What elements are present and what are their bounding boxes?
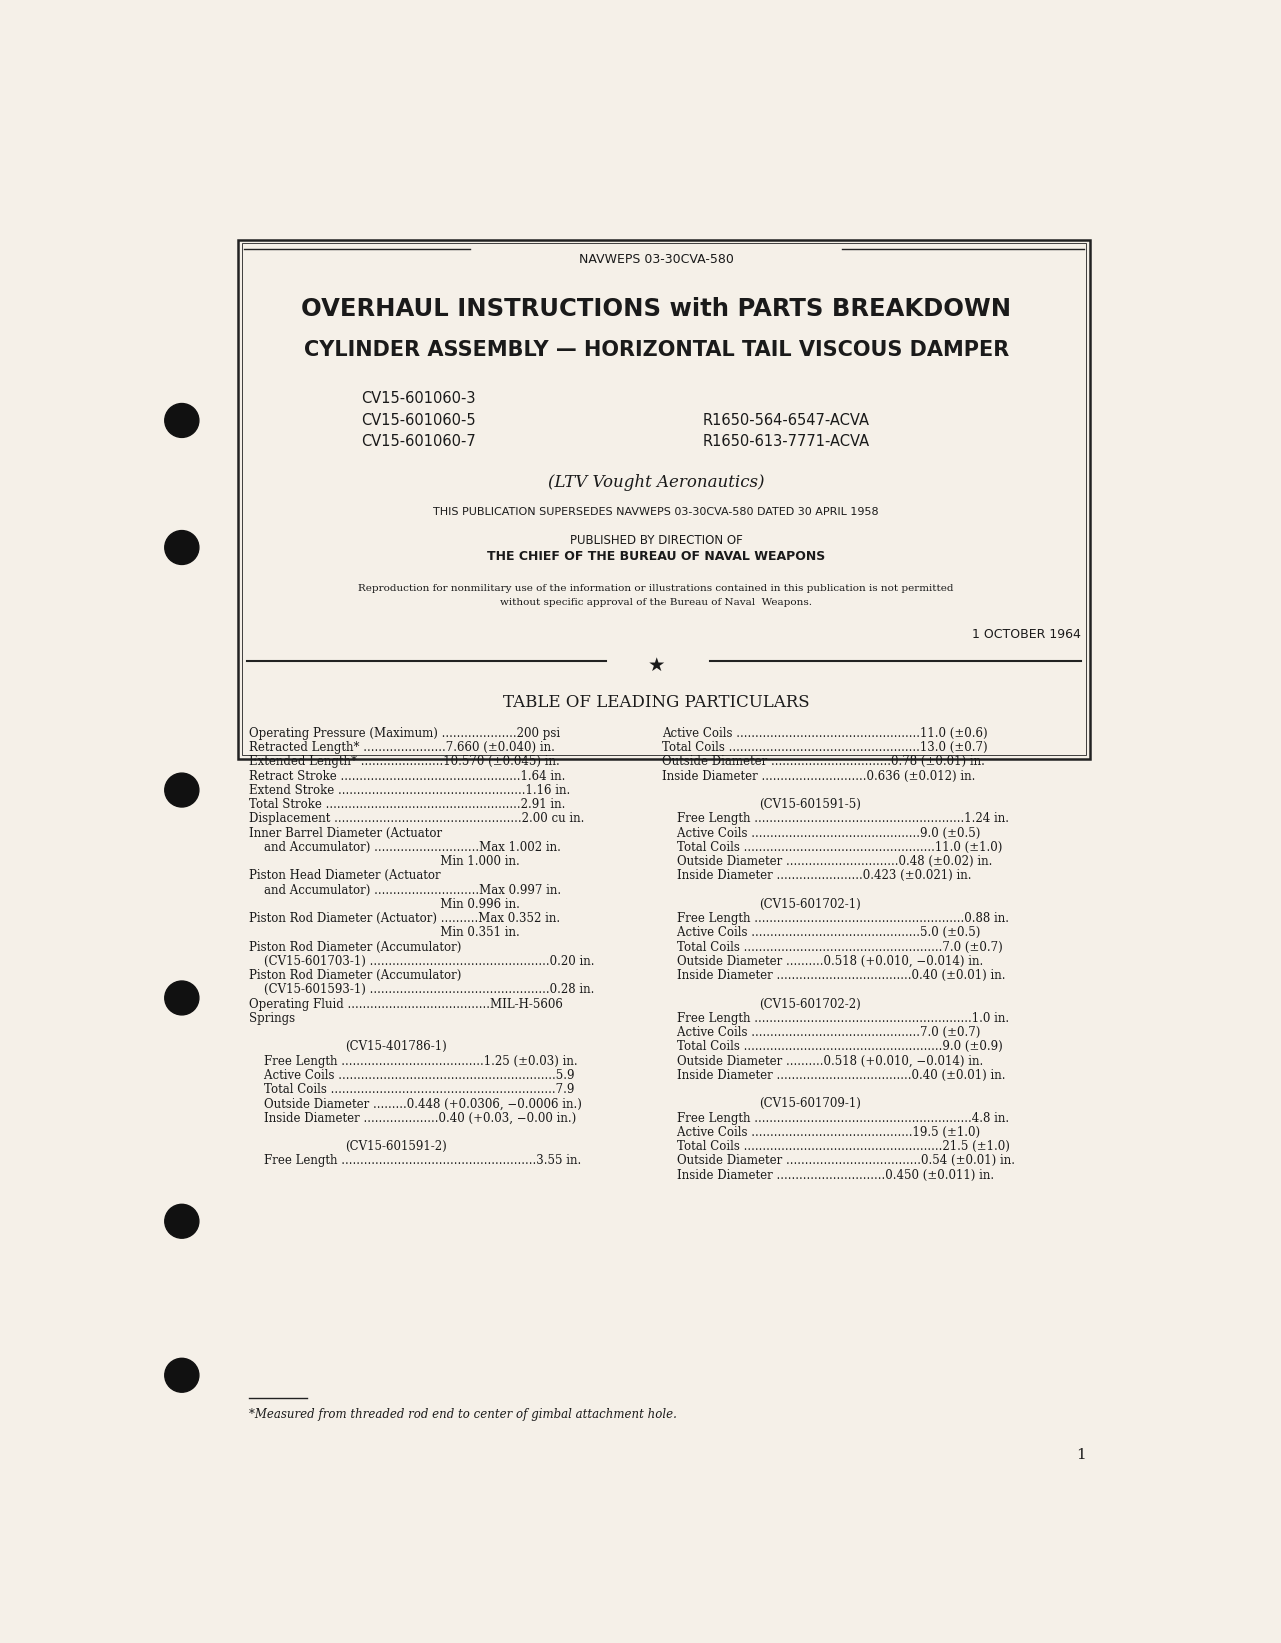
Text: Active Coils .............................................9.0 (±0.5): Active Coils ...........................… — [662, 826, 981, 840]
Text: Total Coils ...................................................13.0 (±0.7): Total Coils ............................… — [662, 741, 988, 754]
Text: Active Coils ..........................................................5.9: Active Coils ...........................… — [250, 1070, 575, 1081]
Text: Retracted Length* ......................7.660 (±0.040) in.: Retracted Length* ......................… — [250, 741, 555, 754]
Circle shape — [165, 1359, 199, 1392]
Text: Extend Stroke ..................................................1.16 in.: Extend Stroke ..........................… — [250, 784, 570, 797]
Text: Displacement ..................................................2.00 cu in.: Displacement ...........................… — [250, 812, 584, 825]
Text: Total Coils .....................................................9.0 (±0.9): Total Coils ............................… — [662, 1040, 1003, 1053]
Text: Operating Fluid ......................................MIL-H-5606: Operating Fluid ........................… — [250, 997, 564, 1010]
Text: Free Length ..........................................................1.0 in.: Free Length ............................… — [662, 1012, 1009, 1025]
Text: Piston Rod Diameter (Accumulator): Piston Rod Diameter (Accumulator) — [250, 969, 461, 983]
Text: and Accumulator) ............................Max 1.002 in.: and Accumulator) .......................… — [250, 841, 561, 854]
Text: Outside Diameter .........0.448 (+0.0306, −0.0006 in.): Outside Diameter .........0.448 (+0.0306… — [250, 1098, 582, 1111]
Text: CV15-601060-3: CV15-601060-3 — [361, 391, 477, 406]
Text: Springs: Springs — [250, 1012, 296, 1025]
Text: CV15-601060-5: CV15-601060-5 — [361, 412, 477, 427]
Bar — [237, 240, 1090, 759]
Text: CYLINDER ASSEMBLY — HORIZONTAL TAIL VISCOUS DAMPER: CYLINDER ASSEMBLY — HORIZONTAL TAIL VISC… — [304, 340, 1008, 360]
Text: Free Length ........................................................0.88 in.: Free Length ............................… — [662, 912, 1009, 925]
Circle shape — [165, 531, 199, 565]
Text: NAVWEPS 03-30CVA-580: NAVWEPS 03-30CVA-580 — [579, 253, 734, 266]
Text: Total Stroke ....................................................2.91 in.: Total Stroke ...........................… — [250, 798, 566, 812]
Text: Total Coils ...................................................11.0 (±1.0): Total Coils ............................… — [662, 841, 1003, 854]
Text: Total Coils ............................................................7.9: Total Coils ............................… — [250, 1083, 575, 1096]
Text: Reproduction for nonmilitary use of the information or illustrations contained i: Reproduction for nonmilitary use of the … — [359, 583, 954, 593]
Text: without specific approval of the Bureau of Naval  Weapons.: without specific approval of the Bureau … — [500, 598, 812, 606]
Text: Active Coils ...........................................19.5 (±1.0): Active Coils ...........................… — [662, 1125, 980, 1139]
Text: (CV15-601702-1): (CV15-601702-1) — [758, 897, 861, 910]
Text: R1650-613-7771-ACVA: R1650-613-7771-ACVA — [702, 434, 870, 449]
Text: THIS PUBLICATION SUPERSEDES NAVWEPS 03-30CVA-580 DATED 30 APRIL 1958: THIS PUBLICATION SUPERSEDES NAVWEPS 03-3… — [433, 506, 879, 516]
Text: Min 1.000 in.: Min 1.000 in. — [250, 854, 520, 868]
Text: Operating Pressure (Maximum) ....................200 psi: Operating Pressure (Maximum) ...........… — [250, 726, 560, 739]
Text: 1 OCTOBER 1964: 1 OCTOBER 1964 — [972, 628, 1081, 641]
Text: Inner Barrel Diameter (Actuator: Inner Barrel Diameter (Actuator — [250, 826, 442, 840]
Text: (CV15-601709-1): (CV15-601709-1) — [758, 1098, 861, 1111]
Text: Free Length ......................................1.25 (±0.03) in.: Free Length ............................… — [250, 1055, 578, 1068]
Circle shape — [165, 1204, 199, 1239]
Text: Active Coils .............................................5.0 (±0.5): Active Coils ...........................… — [662, 927, 981, 940]
Text: (CV15-601591-5): (CV15-601591-5) — [758, 798, 861, 812]
Text: (CV15-601703-1) ................................................0.20 in.: (CV15-601703-1) ........................… — [250, 955, 594, 968]
Text: and Accumulator) ............................Max 0.997 in.: and Accumulator) .......................… — [250, 884, 561, 897]
Text: Outside Diameter ..........0.518 (+0.010, −0.014) in.: Outside Diameter ..........0.518 (+0.010… — [662, 1055, 984, 1068]
Text: Total Coils .....................................................21.5 (±1.0): Total Coils ............................… — [662, 1140, 1011, 1153]
Text: Piston Rod Diameter (Accumulator): Piston Rod Diameter (Accumulator) — [250, 940, 461, 953]
Text: Min 0.351 in.: Min 0.351 in. — [250, 927, 520, 940]
Text: (CV15-601591-2): (CV15-601591-2) — [346, 1140, 447, 1153]
Bar — [242, 243, 1086, 756]
Text: Piston Rod Diameter (Actuator) ..........Max 0.352 in.: Piston Rod Diameter (Actuator) .........… — [250, 912, 560, 925]
Text: Outside Diameter ..........0.518 (+0.010, −0.014) in.: Outside Diameter ..........0.518 (+0.010… — [662, 955, 984, 968]
Text: Outside Diameter ..............................0.48 (±0.02) in.: Outside Diameter .......................… — [662, 854, 993, 868]
Text: Active Coils .............................................7.0 (±0.7): Active Coils ...........................… — [662, 1027, 981, 1038]
Text: (CV15-601593-1) ................................................0.28 in.: (CV15-601593-1) ........................… — [250, 983, 594, 996]
Text: *Measured from threaded rod end to center of gimbal attachment hole.: *Measured from threaded rod end to cente… — [250, 1408, 678, 1421]
Text: Inside Diameter ............................0.636 (±0.012) in.: Inside Diameter ........................… — [662, 769, 976, 782]
Circle shape — [165, 404, 199, 437]
Text: TABLE OF LEADING PARTICULARS: TABLE OF LEADING PARTICULARS — [503, 693, 810, 711]
Text: Inside Diameter ....................0.40 (+0.03, −0.00 in.): Inside Diameter ....................0.40… — [250, 1112, 576, 1124]
Text: R1650-564-6547-ACVA: R1650-564-6547-ACVA — [702, 412, 870, 427]
Text: PUBLISHED BY DIRECTION OF: PUBLISHED BY DIRECTION OF — [570, 534, 743, 547]
Text: Free Length ....................................................3.55 in.: Free Length ............................… — [250, 1155, 582, 1167]
Text: Inside Diameter ....................................0.40 (±0.01) in.: Inside Diameter ........................… — [662, 969, 1006, 983]
Circle shape — [165, 981, 199, 1015]
Text: Extended Length* ......................10.570 (±0.045) in.: Extended Length* ......................1… — [250, 756, 560, 769]
Text: Free Length ........................................................1.24 in.: Free Length ............................… — [662, 812, 1009, 825]
Text: Inside Diameter ....................................0.40 (±0.01) in.: Inside Diameter ........................… — [662, 1070, 1006, 1081]
Text: ★: ★ — [647, 656, 665, 675]
Text: Active Coils .................................................11.0 (±0.6): Active Coils ...........................… — [662, 726, 988, 739]
Circle shape — [165, 774, 199, 807]
Text: 1: 1 — [1076, 1449, 1086, 1462]
Text: (CV15-601702-2): (CV15-601702-2) — [758, 997, 861, 1010]
Text: Inside Diameter .......................0.423 (±0.021) in.: Inside Diameter .......................0… — [662, 869, 972, 882]
Text: THE CHIEF OF THE BUREAU OF NAVAL WEAPONS: THE CHIEF OF THE BUREAU OF NAVAL WEAPONS — [487, 550, 825, 564]
Text: Retract Stroke ................................................1.64 in.: Retract Stroke .........................… — [250, 769, 566, 782]
Text: Outside Diameter ................................0.78 (±0.01) in.: Outside Diameter .......................… — [662, 756, 985, 769]
Text: Min 0.996 in.: Min 0.996 in. — [250, 897, 520, 910]
Text: Outside Diameter ....................................0.54 (±0.01) in.: Outside Diameter .......................… — [662, 1155, 1016, 1167]
Text: Free Length ..........................................................4.8 in.: Free Length ............................… — [662, 1112, 1009, 1124]
Text: OVERHAUL INSTRUCTIONS with PARTS BREAKDOWN: OVERHAUL INSTRUCTIONS with PARTS BREAKDO… — [301, 297, 1011, 322]
Text: Piston Head Diameter (Actuator: Piston Head Diameter (Actuator — [250, 869, 441, 882]
Text: CV15-601060-7: CV15-601060-7 — [361, 434, 477, 449]
Text: Total Coils .....................................................7.0 (±0.7): Total Coils ............................… — [662, 940, 1003, 953]
Text: (CV15-401786-1): (CV15-401786-1) — [346, 1040, 447, 1053]
Text: Inside Diameter .............................0.450 (±0.011) in.: Inside Diameter ........................… — [662, 1168, 994, 1181]
Text: (LTV Vought Aeronautics): (LTV Vought Aeronautics) — [548, 475, 765, 491]
